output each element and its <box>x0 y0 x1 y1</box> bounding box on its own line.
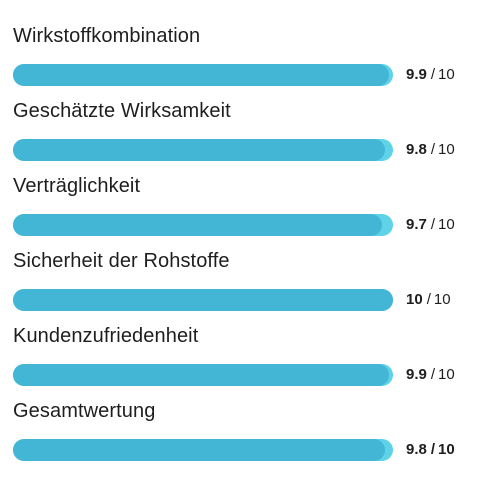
rating-bar-fill <box>13 139 385 161</box>
rating-bar-row: 9.8/10 <box>13 139 473 161</box>
rating-score-max: 10 <box>438 366 455 383</box>
rating-score-max: 10 <box>438 66 455 83</box>
rating-label: Gesamtwertung <box>13 400 156 422</box>
rating-bar-row: 9.8/10 <box>13 439 473 461</box>
rating-score: 9.8/10 <box>406 439 455 461</box>
rating-score-value: 9.9 <box>406 366 427 383</box>
rating-score-max: 10 <box>438 441 455 458</box>
rating-bar-fill <box>13 364 389 386</box>
rating-label: Geschätzte Wirksamkeit <box>13 100 231 122</box>
rating-score-max: 10 <box>438 216 455 233</box>
ratings-list: Wirkstoffkombination 9.9/10 Geschätzte Wir… <box>13 18 473 468</box>
rating-score: 9.9/10 <box>406 364 455 386</box>
rating-score: 10/10 <box>406 289 451 311</box>
rating-score-separator: / <box>426 291 431 308</box>
rating-score-value: 9.8 <box>406 141 427 158</box>
rating-score-max: 10 <box>438 141 455 158</box>
rating-score-value: 9.9 <box>406 66 427 83</box>
rating-score-separator: / <box>430 216 436 233</box>
rating-score: 9.9/10 <box>406 64 455 86</box>
rating-item: Geschätzte Wirksamkeit 9.8/10 <box>13 93 473 168</box>
rating-score-value: 9.8 <box>406 441 427 458</box>
rating-score-value: 9.7 <box>406 216 427 233</box>
rating-score-value: 10 <box>406 291 423 308</box>
rating-score-separator: / <box>430 66 436 83</box>
rating-score-max: 10 <box>433 291 451 308</box>
rating-label: Kundenzufriedenheit <box>13 325 199 347</box>
rating-bar-row: 9.9/10 <box>13 64 473 86</box>
rating-bar-fill <box>13 439 385 461</box>
rating-bar-fill <box>13 64 389 86</box>
rating-item: Gesamtwertung 9.8/10 <box>13 393 473 468</box>
rating-score: 9.8/10 <box>406 139 455 161</box>
rating-label: Verträglichkeit <box>13 175 141 197</box>
rating-item: Wirkstoffkombination 9.9/10 <box>13 18 473 93</box>
rating-item: Kundenzufriedenheit 9.9/10 <box>13 318 473 393</box>
rating-score-separator: / <box>430 366 436 383</box>
rating-score-separator: / <box>430 141 436 158</box>
rating-score: 9.7/10 <box>406 214 455 236</box>
rating-item: Verträglichkeit 9.7/10 <box>13 168 473 243</box>
rating-bar-row: 10/10 <box>13 289 473 311</box>
rating-bar-row: 9.7/10 <box>13 214 473 236</box>
rating-bar-fill <box>13 289 393 311</box>
rating-score-separator: / <box>430 441 436 458</box>
rating-label: Wirkstoffkombination <box>13 25 201 47</box>
rating-bar-row: 9.9/10 <box>13 364 473 386</box>
rating-item: Sicherheit der Rohstoffe 10/10 <box>13 243 473 318</box>
rating-bar-fill <box>13 214 382 236</box>
rating-label: Sicherheit der Rohstoffe <box>13 250 230 272</box>
